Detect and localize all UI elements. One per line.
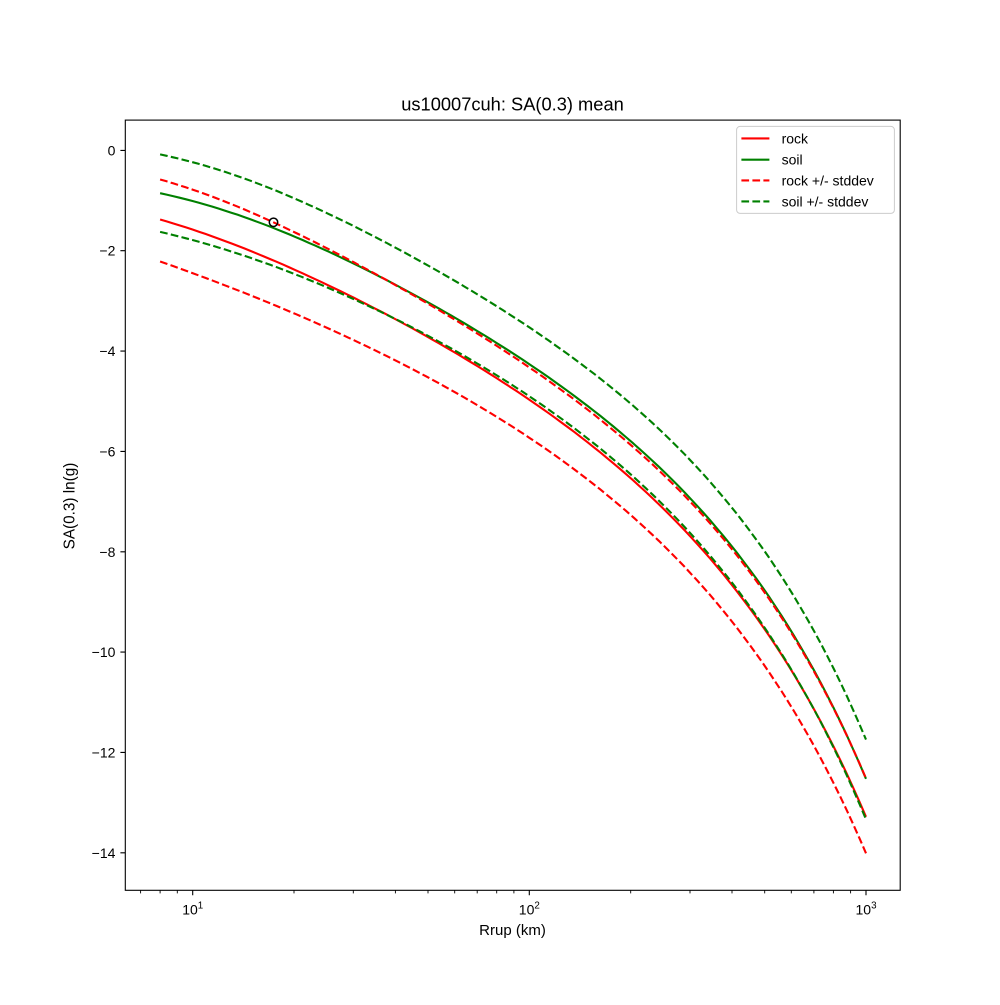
svg-text:us10007cuh: SA(0.3) mean: us10007cuh: SA(0.3) mean — [401, 94, 624, 115]
svg-text:rock: rock — [782, 130, 809, 146]
svg-text:Rrup (km): Rrup (km) — [479, 922, 546, 939]
svg-text:−6: −6 — [99, 443, 115, 459]
svg-text:SA(0.3) ln(g): SA(0.3) ln(g) — [62, 463, 79, 550]
svg-text:soil: soil — [782, 152, 803, 168]
svg-text:soil +/- stddev: soil +/- stddev — [782, 193, 869, 209]
svg-text:−14: −14 — [92, 845, 116, 861]
svg-text:−4: −4 — [99, 343, 115, 359]
svg-text:0: 0 — [108, 142, 116, 158]
svg-text:−10: −10 — [92, 644, 116, 660]
svg-text:−12: −12 — [92, 744, 116, 760]
svg-text:rock +/- stddev: rock +/- stddev — [782, 172, 874, 188]
svg-text:−8: −8 — [99, 544, 115, 560]
svg-text:−2: −2 — [99, 243, 115, 259]
